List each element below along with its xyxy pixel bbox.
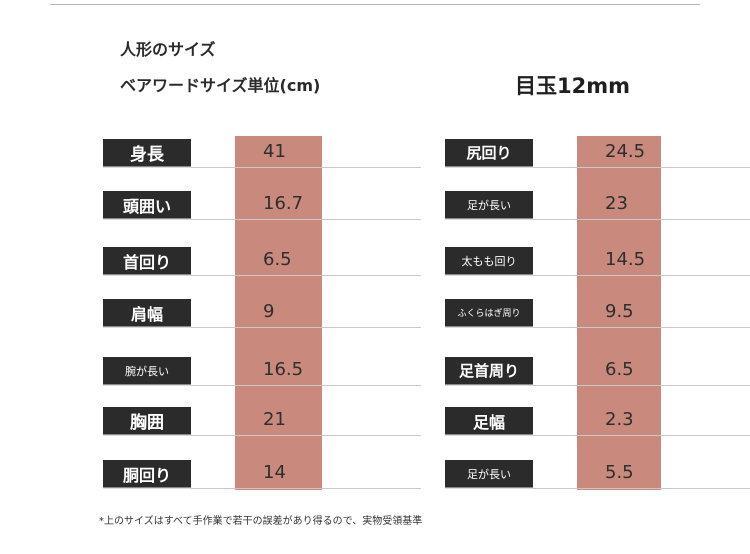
size-value: 16.7 [263, 193, 304, 214]
size-label: 肩幅 [103, 299, 191, 327]
row-underline [533, 488, 750, 489]
size-value: 9 [263, 301, 275, 322]
size-value: 6.5 [605, 359, 634, 380]
row-underline [191, 327, 421, 328]
size-label: 身長 [103, 139, 191, 167]
right-value-bar [577, 136, 661, 490]
size-label: 足幅 [445, 407, 533, 435]
size-value: 14.5 [605, 249, 646, 270]
left-value-bar [235, 136, 322, 490]
doll-size-title: 人形のサイズ [120, 40, 216, 59]
size-label: 尻回り [445, 139, 533, 167]
size-value: 14 [263, 462, 286, 483]
size-value: 41 [263, 141, 286, 162]
size-label: 頭囲い [103, 191, 191, 219]
row-underline [533, 385, 750, 386]
size-label: 腕が長い [103, 357, 191, 385]
row-underline [533, 435, 750, 436]
footnote: *上のサイズはすべて手作業で若干の誤差があり得るので、実物受領基準 [99, 516, 423, 527]
row-underline [533, 327, 750, 328]
row-underline [191, 385, 421, 386]
size-label: 胴回り [103, 460, 191, 488]
row-underline [533, 219, 750, 220]
size-value: 16.5 [263, 359, 304, 380]
unit-title: ベアワードサイズ単位(cm) [120, 76, 321, 95]
row-underline [191, 275, 421, 276]
size-label: 足が長い [445, 460, 533, 488]
size-value: 23 [605, 193, 628, 214]
row-underline [533, 275, 750, 276]
size-value: 24.5 [605, 141, 646, 162]
size-value: 21 [263, 409, 286, 430]
size-label: 首回り [103, 247, 191, 275]
size-value: 6.5 [263, 249, 292, 270]
size-value: 9.5 [605, 301, 634, 322]
size-label: 足首周り [445, 357, 533, 385]
row-underline [191, 488, 421, 489]
row-underline [191, 435, 421, 436]
size-label: ふくらはぎ周り [445, 299, 533, 327]
size-label: 太もも回り [445, 247, 533, 275]
size-value: 2.3 [605, 409, 634, 430]
row-underline [191, 219, 421, 220]
top-divider [50, 4, 700, 5]
size-value: 5.5 [605, 462, 634, 483]
size-label: 胸囲 [103, 407, 191, 435]
row-underline [533, 167, 750, 168]
eye-size-title: 目玉12mm [515, 74, 630, 98]
row-underline [191, 167, 421, 168]
size-label: 足が長い [445, 191, 533, 219]
